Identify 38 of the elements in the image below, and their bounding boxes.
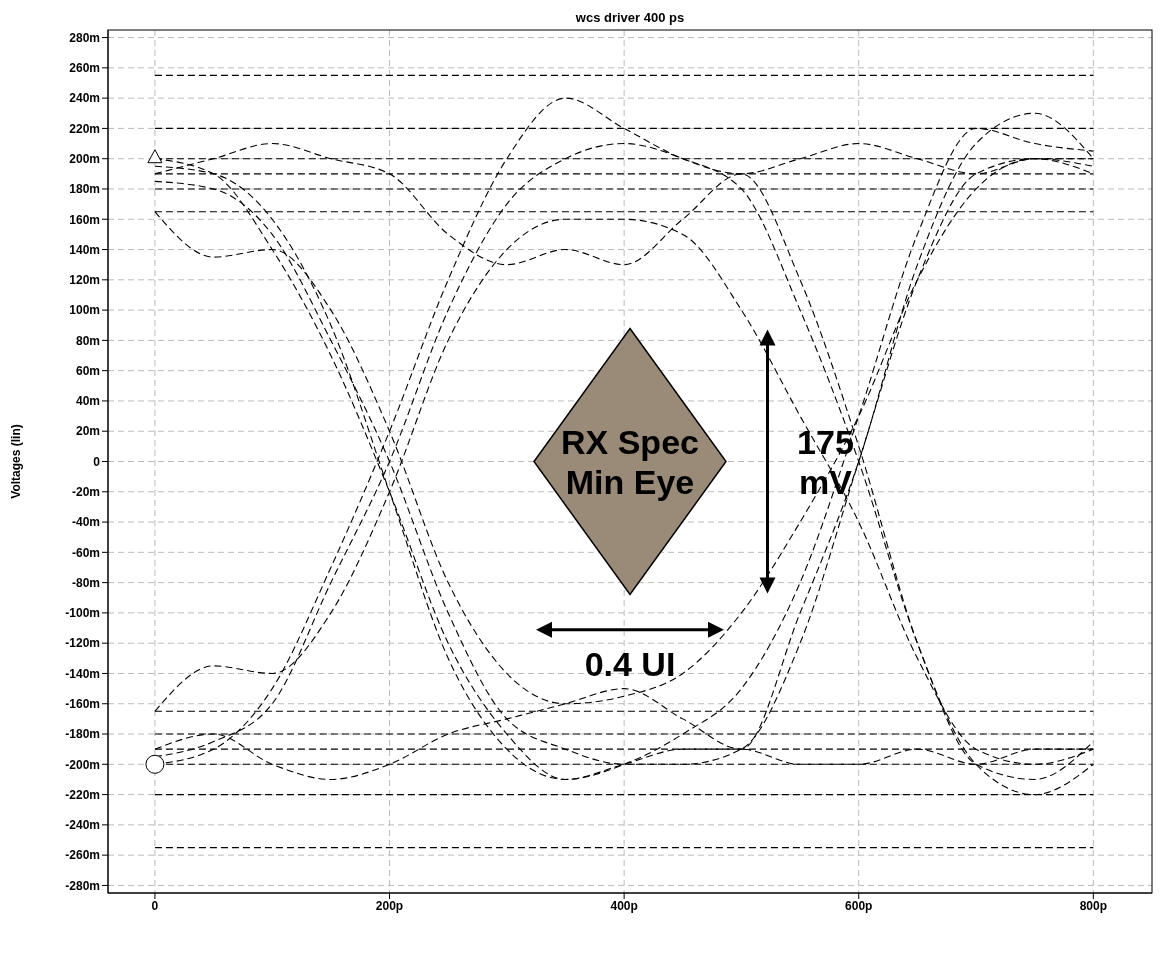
y-tick-label: -180m	[65, 727, 100, 742]
y-tick-label: -220m	[65, 787, 100, 802]
y-tick-label: -100m	[65, 606, 100, 621]
y-tick-label: 20m	[75, 424, 100, 439]
y-tick-label: 160m	[69, 212, 100, 227]
annotation: RX Spec Min Eye	[560, 421, 700, 502]
y-tick-label: -200m	[65, 757, 100, 772]
y-tick-label: 240m	[69, 91, 100, 106]
y-tick-label: 80m	[75, 333, 100, 348]
y-axis-title: Voltages (lin)	[9, 424, 24, 499]
annotation: 0.4 UI	[583, 643, 677, 684]
y-tick-label: 280m	[69, 30, 100, 45]
y-tick-label: 120m	[69, 273, 100, 288]
y-tick-label: 40m	[75, 394, 100, 409]
y-tick-label: -60m	[71, 545, 100, 560]
x-tick-label: 200p	[375, 898, 404, 913]
y-tick-label: 220m	[69, 121, 100, 136]
chart-title: wcs driver 400 ps	[574, 10, 686, 25]
y-tick-label: 200m	[69, 151, 100, 166]
y-tick-label: 0	[93, 454, 101, 469]
y-tick-label: 180m	[69, 182, 100, 197]
y-tick-label: -260m	[65, 848, 100, 863]
x-tick-label: 400p	[610, 898, 638, 913]
y-tick-label: -40m	[71, 515, 100, 530]
y-tick-label: 60m	[75, 363, 100, 378]
y-tick-label: -20m	[71, 485, 100, 500]
y-tick-label: -140m	[65, 666, 100, 681]
y-tick-label: -240m	[65, 818, 100, 833]
x-tick-label: 800p	[1079, 898, 1108, 913]
y-tick-label: -280m	[65, 878, 100, 893]
y-tick-label: -120m	[65, 636, 100, 651]
x-tick-label: 600p	[845, 898, 873, 913]
y-tick-label: 140m	[69, 242, 100, 257]
y-tick-label: -160m	[65, 697, 100, 712]
y-tick-label: -80m	[71, 575, 100, 590]
x-tick-label: 0	[151, 898, 159, 913]
y-tick-label: 260m	[69, 61, 100, 76]
y-tick-label: 100m	[69, 303, 100, 318]
